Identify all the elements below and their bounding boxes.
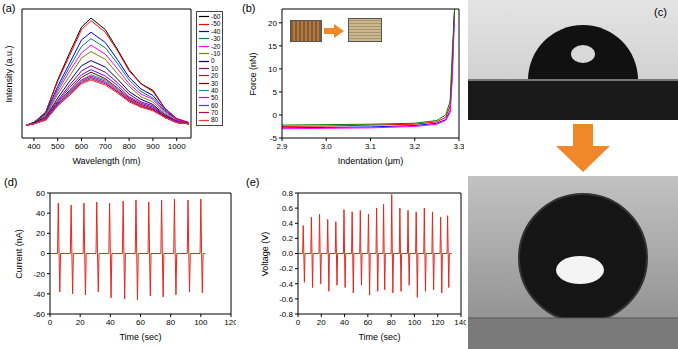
svg-text:-5: -5	[270, 134, 278, 143]
svg-text:600: 600	[75, 142, 89, 151]
svg-text:-20: -20	[33, 270, 45, 279]
html-text:-20: -20	[211, 42, 221, 50]
html-text:80: 80	[211, 116, 219, 124]
svg-text:-60: -60	[33, 310, 45, 319]
svg-text:20: 20	[268, 19, 277, 28]
html-text:Time (sec): Time (sec)	[358, 332, 401, 342]
svg-text:1000: 1000	[168, 142, 186, 151]
html-text:-30: -30	[211, 35, 221, 43]
svg-text:900: 900	[146, 142, 160, 151]
svg-text:120: 120	[431, 318, 445, 327]
html-text:0: 0	[211, 57, 215, 65]
svg-text:800: 800	[122, 142, 136, 151]
svg-text:0: 0	[273, 111, 278, 120]
html-text:Time (sec): Time (sec)	[119, 332, 162, 342]
svg-text:2.9: 2.9	[276, 142, 288, 151]
html-text:60: 60	[211, 101, 219, 109]
svg-text:140: 140	[454, 318, 466, 327]
html-text:Voltage (V): Voltage (V)	[260, 231, 270, 276]
svg-text:20: 20	[317, 318, 326, 327]
html-text:20: 20	[211, 72, 219, 80]
svg-text:20: 20	[36, 229, 45, 238]
html-text:-40: -40	[211, 27, 221, 35]
html-text:(c): (c)	[654, 6, 667, 18]
html-text:Force (nN): Force (nN)	[248, 52, 258, 95]
html-text:(d): (d)	[4, 176, 18, 188]
svg-text:3.2: 3.2	[409, 142, 421, 151]
svg-text:0: 0	[41, 249, 46, 258]
svg-text:100: 100	[194, 318, 208, 327]
html-text:(b): (b)	[242, 2, 256, 14]
svg-text:-40: -40	[33, 290, 45, 299]
svg-text:-0.6: -0.6	[279, 295, 293, 304]
svg-text:40: 40	[36, 209, 45, 218]
svg-text:0: 0	[48, 318, 53, 327]
svg-text:80: 80	[387, 318, 396, 327]
svg-text:60: 60	[136, 318, 145, 327]
svg-text:0.0: 0.0	[282, 249, 294, 258]
svg-text:0.4: 0.4	[282, 219, 294, 228]
html-text:10: 10	[211, 64, 219, 72]
svg-text:-0.4: -0.4	[279, 280, 293, 289]
html-text:-50: -50	[211, 20, 221, 28]
svg-text:80: 80	[166, 318, 175, 327]
svg-text:0: 0	[296, 318, 301, 327]
svg-text:60: 60	[36, 189, 45, 198]
html-text:(a): (a)	[2, 2, 16, 14]
svg-text:700: 700	[99, 142, 113, 151]
html-text:Wavelength (nm): Wavelength (nm)	[72, 156, 141, 166]
svg-text:100: 100	[408, 318, 422, 327]
svg-text:-0.2: -0.2	[279, 264, 293, 273]
svg-text:40: 40	[340, 318, 349, 327]
html-text:Intensity (a.u.): Intensity (a.u.)	[4, 45, 14, 102]
svg-text:40: 40	[106, 318, 115, 327]
svg-text:0.2: 0.2	[282, 234, 294, 243]
svg-text:60: 60	[363, 318, 372, 327]
html-text:30: 30	[211, 79, 219, 87]
svg-text:400: 400	[27, 142, 41, 151]
svg-text:3.0: 3.0	[321, 142, 333, 151]
html-text:-60: -60	[211, 13, 221, 20]
svg-text:3.1: 3.1	[365, 142, 377, 151]
html-text:(e): (e)	[246, 176, 260, 188]
svg-text:10: 10	[268, 65, 277, 74]
svg-text:0.8: 0.8	[282, 189, 294, 198]
html-text:70: 70	[211, 109, 219, 117]
svg-text:500: 500	[51, 142, 65, 151]
svg-text:15: 15	[268, 42, 277, 51]
svg-text:5: 5	[273, 88, 278, 97]
html-text:50: 50	[211, 94, 219, 102]
svg-text:-0.8: -0.8	[279, 310, 293, 319]
html-text:Current (nA): Current (nA)	[14, 228, 24, 279]
svg-text:3.3: 3.3	[453, 142, 464, 151]
svg-text:20: 20	[76, 318, 85, 327]
html-text:Indentation (μm): Indentation (μm)	[337, 156, 404, 166]
svg-text:0.6: 0.6	[282, 204, 294, 213]
svg-text:120: 120	[224, 318, 236, 327]
html-text:40: 40	[211, 86, 219, 94]
html-text:-10: -10	[211, 50, 221, 57]
